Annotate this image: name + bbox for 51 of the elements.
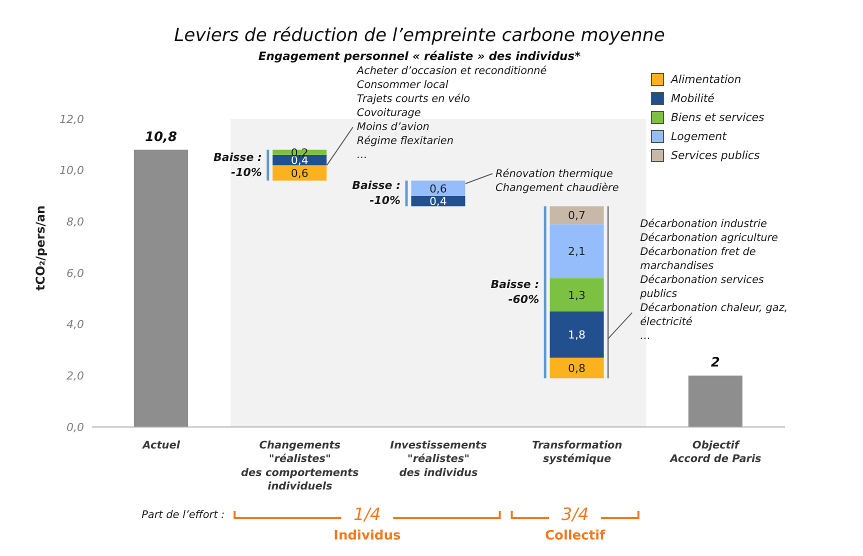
bar bbox=[550, 224, 604, 278]
bar bbox=[550, 206, 604, 224]
text: Part de l’effort : bbox=[142, 509, 225, 521]
bar bbox=[550, 358, 604, 378]
legend-label: Mobilité bbox=[671, 92, 714, 105]
text: 3/4 bbox=[561, 505, 589, 525]
text: Individus bbox=[334, 528, 401, 544]
data-label: 0,6 bbox=[429, 182, 447, 196]
legend-label: Logement bbox=[671, 130, 726, 143]
x-tick-label: Objectif Accord de Paris bbox=[669, 439, 762, 466]
annotation: Rénovation thermique Changement chaudière bbox=[496, 166, 619, 195]
bar bbox=[411, 180, 466, 196]
data-label: 2,1 bbox=[568, 245, 586, 258]
data-label: 0,6 bbox=[290, 166, 308, 180]
legend-label: Alimentation bbox=[671, 73, 742, 86]
bar bbox=[272, 165, 327, 181]
chart-subtitle: Engagement personnel « réaliste » des individus* bbox=[257, 49, 582, 63]
data-label: 10,8 bbox=[144, 130, 178, 145]
y-tick-label: 4,0 bbox=[66, 318, 84, 332]
y-tick-label: 10,0 bbox=[60, 164, 84, 178]
data-label: 0,4 bbox=[429, 195, 447, 208]
annotation: Baisse : -10% bbox=[214, 150, 262, 180]
x-tick-label: Actuel bbox=[142, 439, 180, 452]
y-tick-label: 8,0 bbox=[66, 216, 84, 229]
bar bbox=[550, 278, 604, 312]
text: 1/4 bbox=[354, 505, 381, 525]
bar bbox=[550, 312, 604, 358]
x-tick-label: Transformation systémique bbox=[532, 439, 622, 466]
annotation: Acheter d’occasion et reconditionné Consommer local Trajets courts en vélo Covoiturage Moins d’avion Régime flexitarien … bbox=[356, 64, 547, 162]
text: Décarbonation industrie Décarbonation agriculture Décarbonation fret de marchandises Décarbonation services publics Décarbonation chaleur, gaz, électricité … bbox=[640, 218, 788, 342]
annotation: Baisse : -10% bbox=[352, 178, 400, 208]
bar bbox=[411, 196, 466, 206]
data-label: 1,8 bbox=[568, 328, 586, 342]
y-tick-label: 0,0 bbox=[66, 420, 84, 434]
y-tick-label: 6,0 bbox=[66, 266, 84, 280]
y-tick-label: 2,0 bbox=[66, 370, 84, 383]
y-axis-title: tCO₂/pers/an bbox=[33, 205, 48, 291]
annotation: Baisse : -60% bbox=[490, 277, 540, 308]
x-tick-label: Changements "réalistes" des comportements individuels bbox=[241, 439, 359, 492]
bar bbox=[134, 150, 188, 427]
y-tick-label: 12,0 bbox=[60, 112, 84, 126]
legend-label: Services publics bbox=[671, 149, 760, 162]
data-label: 0,7 bbox=[568, 209, 586, 222]
chart-title: Leviers de réduction de l’empreinte carbone moyenne bbox=[173, 25, 666, 46]
x-tick-label: Investissements "réalistes" des individus bbox=[390, 439, 487, 479]
data-label: 1,3 bbox=[568, 288, 586, 302]
data-label: 2 bbox=[710, 356, 720, 371]
legend-label: Biens et services bbox=[671, 111, 764, 124]
data-label: 0,8 bbox=[568, 362, 586, 375]
text: Collectif bbox=[544, 528, 606, 544]
bar bbox=[688, 376, 742, 427]
